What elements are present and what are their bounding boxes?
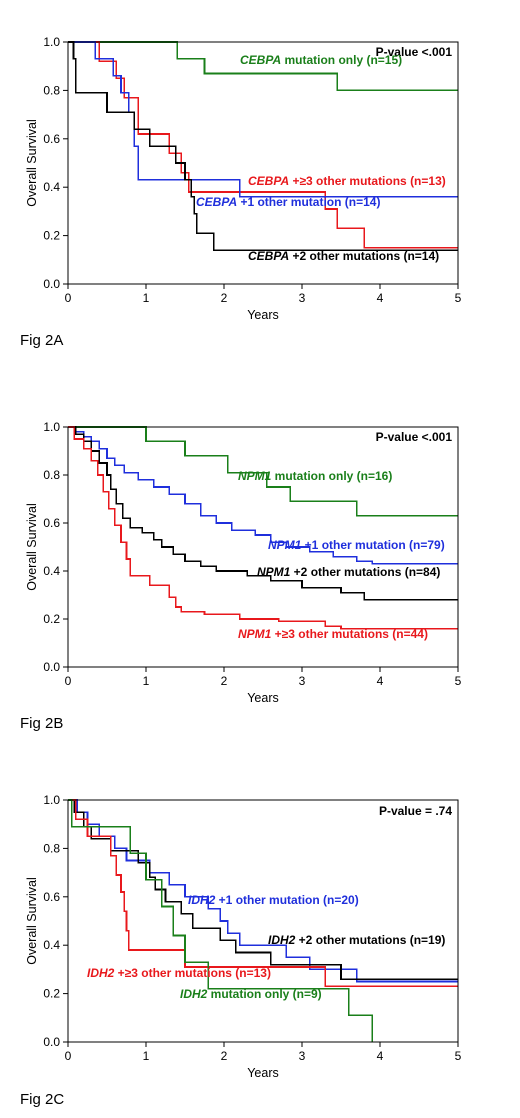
gene-name: NPM1 xyxy=(238,469,272,483)
gene-name: CEBPA xyxy=(248,249,289,263)
x-tick-label: 3 xyxy=(299,1049,306,1063)
x-tick-label: 0 xyxy=(65,291,72,305)
gene-name: NPM1 xyxy=(238,627,272,641)
x-axis-label: Years xyxy=(247,308,279,322)
series-label-1: IDH2 +1 other mutation (n=20) xyxy=(188,893,359,907)
x-tick-label: 3 xyxy=(299,291,306,305)
series-label-text: +1 other mutation (n=14) xyxy=(237,195,380,209)
series-label-text: +1 other mutation (n=20) xyxy=(215,893,358,907)
gene-name: CEBPA xyxy=(248,174,289,188)
y-tick-label: 0.0 xyxy=(43,1035,60,1049)
x-tick-label: 1 xyxy=(143,1049,150,1063)
series-label-2: IDH2 +2 other mutations (n=19) xyxy=(268,933,445,947)
y-tick-label: 0.6 xyxy=(43,132,60,146)
x-tick-label: 4 xyxy=(377,674,384,688)
series-label-text: +2 other mutations (n=84) xyxy=(290,565,440,579)
figure-label: Fig 2A xyxy=(20,332,63,349)
gene-name: NPM1 xyxy=(268,538,302,552)
plot-frame xyxy=(67,426,459,668)
y-tick-label: 0.0 xyxy=(43,277,60,291)
series-label-text: +2 other mutations (n=19) xyxy=(295,933,445,947)
survival-curve-4 xyxy=(68,41,458,251)
p-value-label: P-value <.001 xyxy=(376,430,453,444)
y-tick-label: 0.4 xyxy=(43,564,60,578)
x-tick-label: 0 xyxy=(65,674,72,688)
y-tick-label: 0.8 xyxy=(43,468,60,482)
figure-label: Fig 2B xyxy=(20,715,63,732)
km-panel-3: 0 1 2 3 4 5 0.0 0.2 0.4 0.6 0.8 1.0 Years Overall Sur… xyxy=(20,793,462,1108)
y-tick-label: 0.4 xyxy=(43,180,60,194)
series-label-1: NPM1 mutation only (n=16) xyxy=(238,469,392,483)
series-label-1: CEBPA mutation only (n=15) xyxy=(240,53,402,67)
y-tick-label: 0.8 xyxy=(43,841,60,855)
x-tick-label: 5 xyxy=(455,291,462,305)
y-axis-label: Overall Survival xyxy=(25,119,39,207)
y-tick-label: 0.2 xyxy=(43,229,60,243)
series-label-4: CEBPA +2 other mutations (n=14) xyxy=(248,249,439,263)
series-label-3: IDH2 +≥3 other mutations (n=13) xyxy=(87,966,271,980)
x-tick-label: 4 xyxy=(377,1049,384,1063)
series-label-text: mutation only (n=9) xyxy=(207,987,321,1001)
y-axis-label: Overall Survival xyxy=(25,877,39,965)
survival-curve-2 xyxy=(68,426,458,565)
gene-name: IDH2 xyxy=(180,987,208,1001)
series-label-4: IDH2 mutation only (n=9) xyxy=(180,987,322,1001)
gene-name: CEBPA xyxy=(240,53,281,67)
series-label-3: CEBPA +1 other mutation (n=14) xyxy=(196,195,380,209)
gene-name: CEBPA xyxy=(196,195,237,209)
survival-curve-3 xyxy=(68,426,458,601)
plot-frame xyxy=(67,799,459,1043)
y-axis-label: Overall Survival xyxy=(25,503,39,591)
gene-name: NPM1 xyxy=(257,565,291,579)
gene-name: IDH2 xyxy=(268,933,296,947)
x-axis-label: Years xyxy=(247,1066,279,1080)
series-label-text: mutation only (n=16) xyxy=(271,469,392,483)
x-axis-label: Years xyxy=(247,691,279,705)
y-tick-label: 0.4 xyxy=(43,938,60,952)
survival-curve-4 xyxy=(68,426,458,630)
survival-curve-1 xyxy=(68,41,458,92)
x-tick-label: 2 xyxy=(221,1049,228,1063)
x-tick-label: 2 xyxy=(221,291,228,305)
survival-curve-4 xyxy=(68,799,373,1042)
series-label-2: CEBPA +≥3 other mutations (n=13) xyxy=(248,174,446,188)
y-tick-label: 1.0 xyxy=(43,793,60,807)
x-tick-label: 0 xyxy=(65,1049,72,1063)
y-tick-label: 0.0 xyxy=(43,660,60,674)
y-tick-label: 0.8 xyxy=(43,83,60,97)
x-tick-label: 5 xyxy=(455,1049,462,1063)
km-panel-2: 0 1 2 3 4 5 0.0 0.2 0.4 0.6 0.8 1.0 Years Overall Sur… xyxy=(20,420,462,732)
series-label-text: +≥3 other mutations (n=44) xyxy=(271,627,428,641)
y-tick-label: 1.0 xyxy=(43,420,60,434)
km-panel-1: 0 1 2 3 4 5 0.0 0.2 0.4 0.6 0.8 1.0 Years Overall Sur… xyxy=(20,35,462,349)
x-tick-label: 3 xyxy=(299,674,306,688)
y-tick-label: 0.2 xyxy=(43,612,60,626)
x-tick-label: 1 xyxy=(143,674,150,688)
x-tick-label: 1 xyxy=(143,291,150,305)
y-tick-label: 1.0 xyxy=(43,35,60,49)
p-value-label: P-value <.001 xyxy=(376,45,453,59)
series-label-3: NPM1 +2 other mutations (n=84) xyxy=(257,565,440,579)
series-label-2: NPM1 +1 other mutation (n=79) xyxy=(268,538,445,552)
x-tick-label: 4 xyxy=(377,291,384,305)
series-label-4: NPM1 +≥3 other mutations (n=44) xyxy=(238,627,428,641)
gene-name: IDH2 xyxy=(87,966,115,980)
y-tick-label: 0.6 xyxy=(43,890,60,904)
gene-name: IDH2 xyxy=(188,893,216,907)
figure-label: Fig 2C xyxy=(20,1091,64,1108)
x-tick-label: 5 xyxy=(455,674,462,688)
p-value-label: P-value = .74 xyxy=(379,804,452,818)
survival-curve-1 xyxy=(68,426,458,517)
plot-frame xyxy=(67,41,459,285)
series-label-text: +≥3 other mutations (n=13) xyxy=(289,174,446,188)
series-label-text: +2 other mutations (n=14) xyxy=(289,249,439,263)
y-tick-label: 0.2 xyxy=(43,987,60,1001)
series-label-text: +≥3 other mutations (n=13) xyxy=(114,966,271,980)
series-label-text: +1 other mutation (n=79) xyxy=(301,538,444,552)
y-tick-label: 0.6 xyxy=(43,516,60,530)
x-tick-label: 2 xyxy=(221,674,228,688)
series-label-text: mutation only (n=15) xyxy=(281,53,402,67)
